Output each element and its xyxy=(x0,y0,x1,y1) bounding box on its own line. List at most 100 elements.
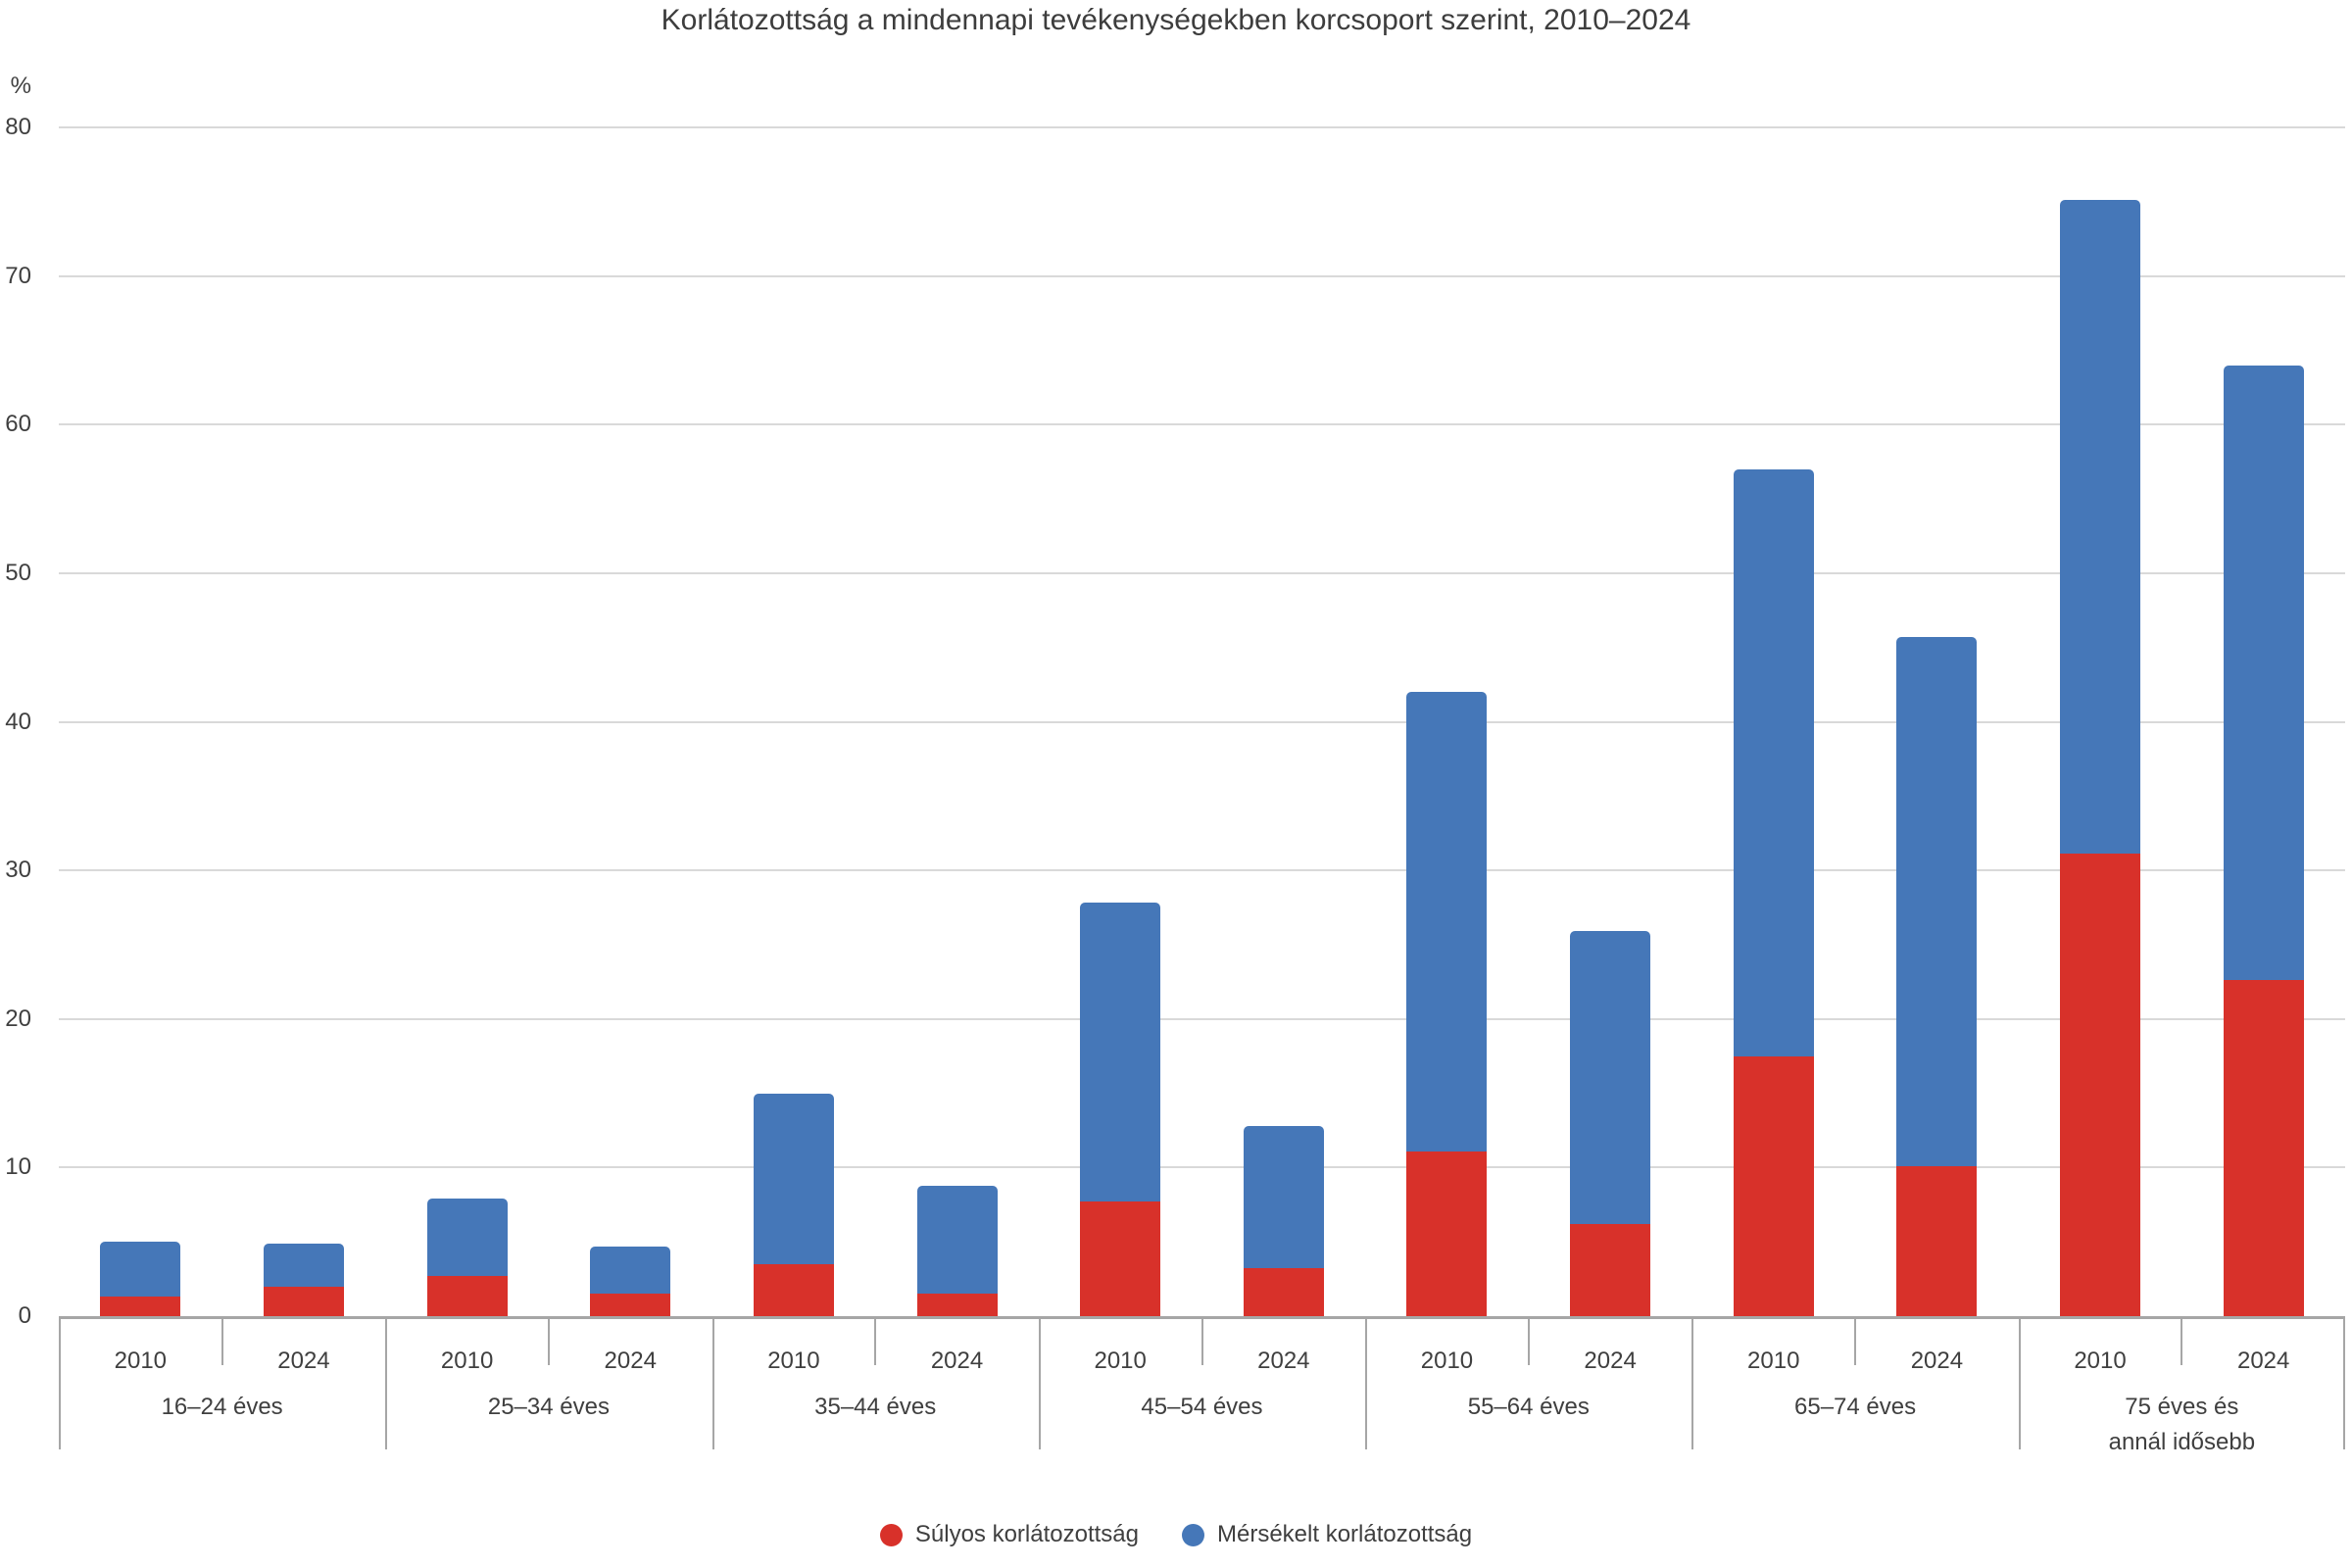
chart-legend: Súlyos korlátozottság Mérsékelt korlátozo… xyxy=(0,1521,2352,1548)
x-group-label-line: 35–44 éves xyxy=(814,1394,937,1420)
gridline-70 xyxy=(59,274,2345,277)
x-year-label: 2024 xyxy=(277,1348,330,1374)
x-year-label: 2010 xyxy=(1094,1348,1147,1374)
year-separator xyxy=(220,1316,223,1365)
bar-severe-45–54 éves-2010 xyxy=(1080,1201,1161,1316)
legend-item: Mérsékelt korlátozottság xyxy=(1182,1521,1472,1548)
x-year-label: 2010 xyxy=(114,1348,168,1374)
y-axis-unit-label: % xyxy=(10,73,31,99)
x-group-label: 16–24 éves xyxy=(59,1390,385,1425)
y-tick-label-10: 10 xyxy=(5,1153,31,1181)
gridline-40 xyxy=(59,720,2345,723)
bar-moderate-16–24 éves-2024 xyxy=(263,1243,344,1287)
x-axis-line xyxy=(59,1316,2345,1319)
x-group-label: 65–74 éves xyxy=(1691,1390,2018,1425)
x-year-label: 2024 xyxy=(1584,1348,1637,1374)
bar-moderate-65–74 éves-2024 xyxy=(1896,637,1978,1166)
x-group-label: 35–44 éves xyxy=(712,1390,1039,1425)
gridline-30 xyxy=(59,869,2345,872)
bar-moderate-45–54 éves-2024 xyxy=(1243,1125,1324,1269)
x-group-label: 45–54 éves xyxy=(1039,1390,1365,1425)
bar-severe-75 éves és annál idősebb-2024 xyxy=(2223,980,2304,1316)
y-tick-label-50: 50 xyxy=(5,559,31,586)
group-separator xyxy=(2343,1316,2345,1449)
year-separator xyxy=(2180,1316,2183,1365)
year-separator xyxy=(1854,1316,1857,1365)
gridline-60 xyxy=(59,423,2345,426)
bar-moderate-16–24 éves-2010 xyxy=(100,1242,181,1298)
bar-severe-65–74 éves-2010 xyxy=(1733,1055,1814,1316)
x-group-label-line: 55–64 éves xyxy=(1467,1394,1590,1420)
year-separator xyxy=(547,1316,550,1365)
bar-severe-75 éves és annál idősebb-2010 xyxy=(2060,854,2141,1316)
bar-severe-35–44 éves-2024 xyxy=(916,1294,998,1316)
group-separator xyxy=(1691,1316,1694,1449)
x-group-label-line: 25–34 éves xyxy=(487,1394,610,1420)
legend-label: Súlyos korlátozottság xyxy=(914,1521,1139,1547)
bar-moderate-45–54 éves-2010 xyxy=(1080,903,1161,1202)
bar-severe-25–34 éves-2010 xyxy=(426,1276,508,1316)
x-year-label: 2010 xyxy=(1747,1348,1800,1374)
x-group-label: 25–34 éves xyxy=(385,1390,711,1425)
x-group-label: 75 éves és annál idősebb xyxy=(2019,1390,2345,1460)
x-year-label: 2010 xyxy=(1420,1348,1474,1374)
y-tick-label-70: 70 xyxy=(5,262,31,289)
bar-moderate-75 éves és annál idősebb-2024 xyxy=(2223,365,2304,981)
bar-moderate-35–44 éves-2010 xyxy=(753,1093,834,1264)
group-separator xyxy=(59,1316,61,1449)
x-group-label-line: annál idősebb xyxy=(2108,1429,2256,1455)
group-separator xyxy=(2018,1316,2021,1449)
bar-moderate-35–44 éves-2024 xyxy=(916,1185,998,1295)
x-year-label: 2010 xyxy=(767,1348,820,1374)
legend-label: Mérsékelt korlátozottság xyxy=(1217,1521,1473,1547)
y-tick-label-60: 60 xyxy=(5,411,31,438)
chart-title: Korlátozottság a mindennapi tevékenysége… xyxy=(661,4,1691,36)
bar-severe-55–64 éves-2024 xyxy=(1570,1223,1651,1316)
legend-item: Súlyos korlátozottság xyxy=(879,1521,1139,1548)
y-tick-label-40: 40 xyxy=(5,708,31,735)
y-tick-label-0: 0 xyxy=(18,1302,31,1329)
x-year-label: 2024 xyxy=(1257,1348,1310,1374)
gridline-80 xyxy=(59,126,2345,128)
y-tick-label-80: 80 xyxy=(5,114,31,140)
year-separator xyxy=(1527,1316,1530,1365)
bar-moderate-75 éves és annál idősebb-2010 xyxy=(2060,200,2141,855)
year-separator xyxy=(874,1316,877,1365)
group-separator xyxy=(711,1316,714,1449)
bar-moderate-65–74 éves-2010 xyxy=(1733,468,1814,1056)
x-group-label-line: 16–24 éves xyxy=(161,1394,283,1420)
bar-moderate-55–64 éves-2024 xyxy=(1570,931,1651,1224)
x-group-label-line: 75 éves és xyxy=(2125,1394,2239,1420)
bar-moderate-55–64 éves-2010 xyxy=(1406,692,1488,1152)
y-tick-label-30: 30 xyxy=(5,857,31,884)
group-separator xyxy=(1365,1316,1368,1449)
bar-severe-55–64 éves-2010 xyxy=(1406,1151,1488,1316)
legend-marker-circle xyxy=(1182,1523,1204,1546)
bar-severe-16–24 éves-2010 xyxy=(100,1297,181,1316)
bar-moderate-25–34 éves-2024 xyxy=(590,1246,671,1295)
x-year-label: 2024 xyxy=(2236,1348,2290,1374)
y-tick-label-20: 20 xyxy=(5,1004,31,1032)
bar-severe-35–44 éves-2010 xyxy=(753,1263,834,1316)
gridline-50 xyxy=(59,571,2345,574)
x-year-label: 2010 xyxy=(440,1348,494,1374)
bar-severe-65–74 éves-2024 xyxy=(1896,1165,1978,1316)
legend-marker-circle xyxy=(879,1523,903,1546)
bar-severe-45–54 éves-2024 xyxy=(1243,1268,1324,1316)
x-group-label-line: 65–74 éves xyxy=(1794,1394,1917,1420)
bar-moderate-25–34 éves-2010 xyxy=(426,1199,508,1277)
group-separator xyxy=(1038,1316,1041,1449)
gridline-20 xyxy=(59,1017,2345,1020)
x-year-label: 2024 xyxy=(1910,1348,1964,1374)
x-group-label-line: 45–54 éves xyxy=(1141,1394,1263,1420)
bar-severe-16–24 éves-2024 xyxy=(263,1286,344,1316)
group-separator xyxy=(385,1316,388,1449)
year-separator xyxy=(1200,1316,1203,1365)
x-year-label: 2024 xyxy=(930,1348,984,1374)
bar-severe-25–34 éves-2024 xyxy=(590,1294,671,1316)
x-year-label: 2010 xyxy=(2074,1348,2127,1374)
gridline-10 xyxy=(59,1166,2345,1169)
x-year-label: 2024 xyxy=(604,1348,657,1374)
x-group-label: 55–64 éves xyxy=(1365,1390,1691,1425)
